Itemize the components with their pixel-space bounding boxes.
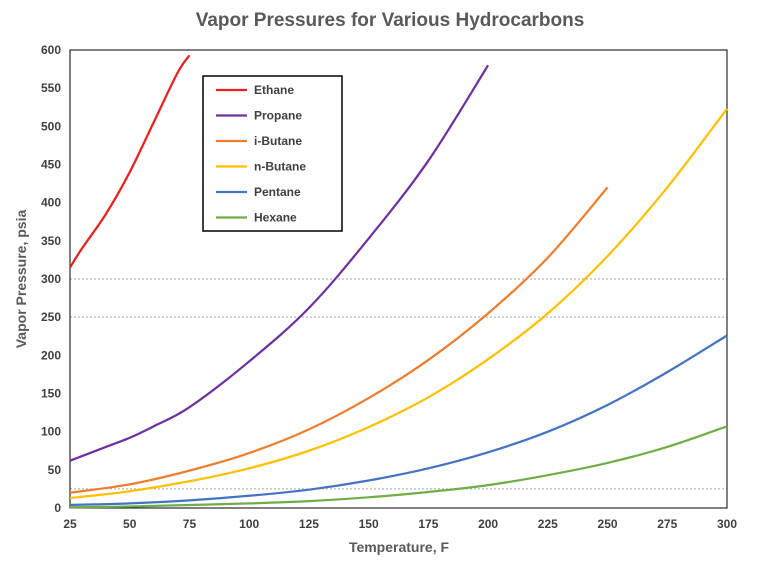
series-line-hexane — [69, 425, 728, 509]
legend-label-pentane: Pentane — [254, 185, 301, 199]
legend-label-i-butane: i-Butane — [254, 134, 302, 148]
y-tick-label: 200 — [41, 348, 61, 362]
x-tick-label: 200 — [478, 517, 498, 531]
x-tick-label: 225 — [538, 517, 558, 531]
x-tick-label: 75 — [183, 517, 197, 531]
x-tick-label: 175 — [418, 517, 438, 531]
legend-label-ethane: Ethane — [254, 83, 294, 97]
y-axis-label: Vapor Pressure, psia — [13, 210, 29, 349]
legend-label-hexane: Hexane — [254, 211, 297, 225]
y-tick-label: 0 — [54, 501, 61, 515]
x-tick-label: 100 — [239, 517, 259, 531]
x-tick-label: 275 — [657, 517, 677, 531]
x-axis-ticks: 25 50 75 100 125 150 175 200 225 250 275 300 — [63, 517, 737, 531]
y-tick-label: 400 — [41, 196, 61, 210]
x-axis-label: Temperature, F — [349, 539, 450, 555]
y-tick-label: 350 — [41, 234, 61, 248]
x-tick-label: 300 — [717, 517, 737, 531]
x-tick-label: 50 — [123, 517, 137, 531]
series-lines — [69, 54, 728, 509]
x-tick-label: 25 — [63, 517, 77, 531]
x-tick-label: 150 — [359, 517, 379, 531]
legend: Ethane Propane i-Butane n-Butane Pentane Hexa… — [202, 75, 343, 232]
y-tick-label: 150 — [41, 387, 61, 401]
legend-label-n-butane: n-Butane — [254, 160, 306, 174]
y-tick-label: 50 — [48, 463, 62, 477]
plot-area — [69, 49, 728, 509]
y-tick-label: 600 — [41, 43, 61, 57]
series-line-ethane — [69, 54, 191, 269]
x-tick-label: 125 — [299, 517, 319, 531]
series-line-i-butane — [69, 186, 609, 494]
series-line-propane — [69, 64, 490, 462]
y-tick-label: 550 — [41, 81, 61, 95]
y-tick-label: 450 — [41, 158, 61, 172]
y-axis-ticks: 0 50 100 150 200 250 300 350 400 450 500 550 600 — [41, 43, 61, 515]
series-line-pentane — [69, 334, 728, 507]
series-line-n-butane — [69, 108, 728, 500]
chart-title: Vapor Pressures for Various Hydrocarbons — [196, 10, 585, 31]
y-tick-label: 300 — [41, 272, 61, 286]
legend-label-propane: Propane — [254, 109, 302, 123]
y-tick-label: 250 — [41, 310, 61, 324]
y-tick-label: 100 — [41, 425, 61, 439]
gridlines — [70, 278, 727, 490]
y-tick-label: 500 — [41, 119, 61, 133]
x-tick-label: 250 — [598, 517, 618, 531]
legend-box — [202, 75, 343, 232]
